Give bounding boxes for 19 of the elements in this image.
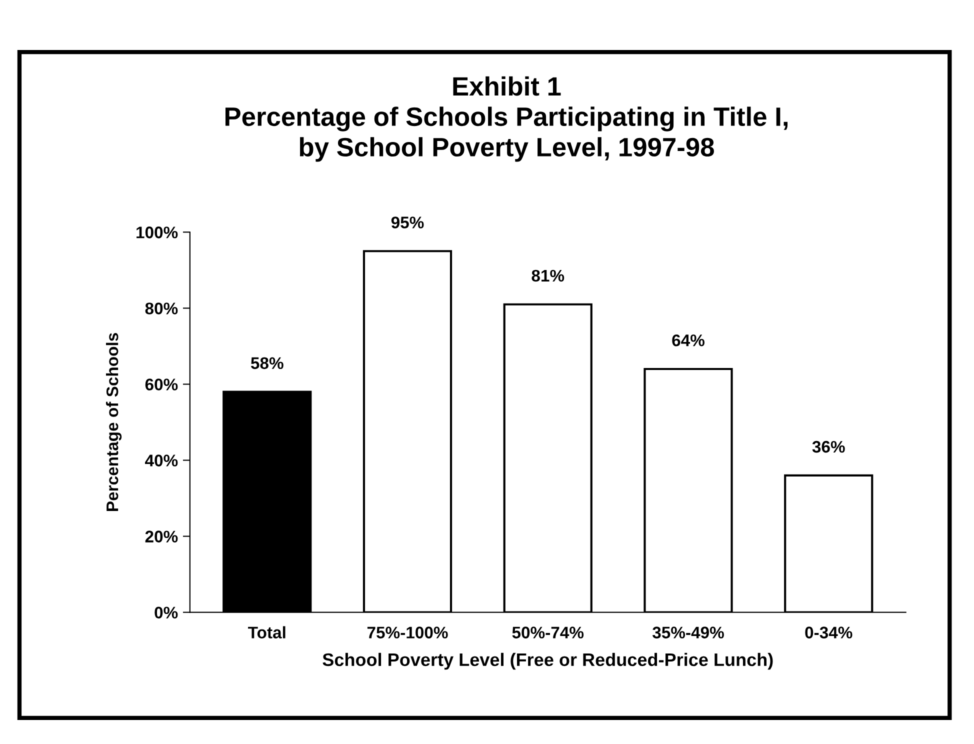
y-tick-label: 40% — [145, 454, 178, 466]
x-tick-label: 75%-100% — [367, 626, 448, 638]
y-axis-title: Percentage of Schools — [106, 333, 122, 511]
x-tick-label: 50%-74% — [512, 626, 584, 638]
x-axis-title: School Poverty Level (Free or Reduced-Price Lunch) — [322, 652, 773, 670]
data-label: 95% — [391, 216, 424, 228]
x-tick-label: Total — [248, 626, 286, 638]
y-tick-label: 60% — [145, 378, 178, 390]
y-tick-label: 0% — [154, 606, 178, 619]
x-tick-label: 0-34% — [805, 626, 852, 638]
data-label: 58% — [250, 357, 284, 370]
chart-title: Exhibit 1 Percentage of Schools Participating in Title I, by School Poverty Level, 1997-98 — [225, 76, 788, 162]
y-tick-label: 20% — [145, 530, 178, 542]
data-label: 64% — [672, 334, 704, 346]
data-label: 36% — [812, 440, 845, 453]
data-label: 81% — [532, 270, 564, 282]
x-tick-label: 35%-49% — [652, 626, 724, 638]
y-tick-label: 80% — [145, 302, 178, 314]
y-tick-label: 100% — [136, 226, 178, 238]
